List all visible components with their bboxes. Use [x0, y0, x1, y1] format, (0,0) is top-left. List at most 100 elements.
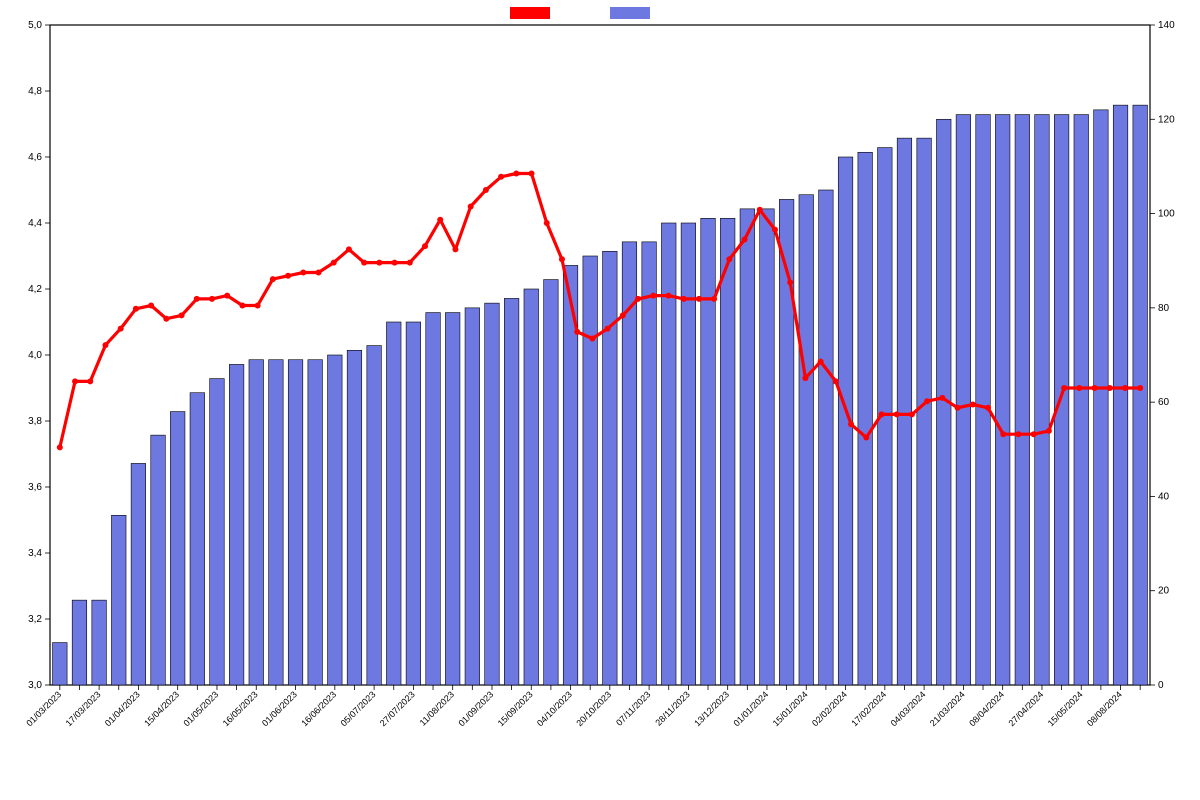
line-marker	[376, 260, 382, 266]
left-axis-tick-label: 3,0	[28, 680, 42, 691]
x-axis-tick-label: 01/05/2023	[181, 689, 220, 728]
x-axis-tick-label: 01/01/2024	[731, 689, 770, 728]
bar	[485, 303, 500, 685]
bar	[524, 289, 539, 685]
line-marker	[285, 273, 291, 279]
x-axis-tick-label: 27/04/2024	[1006, 689, 1045, 728]
bar	[465, 308, 480, 685]
left-axis-tick-label: 3,2	[28, 614, 42, 625]
right-axis-tick-label: 140	[1158, 20, 1175, 31]
line-marker	[1107, 385, 1113, 391]
bar	[995, 115, 1010, 685]
bar	[445, 313, 460, 685]
line-marker	[57, 444, 63, 450]
bar	[976, 115, 991, 685]
right-axis-tick-label: 20	[1158, 586, 1170, 597]
line-marker	[879, 411, 885, 417]
line-marker	[589, 336, 595, 342]
bar	[190, 393, 205, 685]
bar	[72, 600, 87, 685]
line-marker	[529, 171, 535, 177]
line-marker	[559, 256, 565, 262]
line-marker	[392, 260, 398, 266]
x-axis-tick-label: 13/12/2023	[692, 689, 731, 728]
line-marker	[574, 329, 580, 335]
line-marker	[1137, 385, 1143, 391]
line-marker	[498, 174, 504, 180]
legend-bar-swatch	[610, 7, 650, 19]
left-axis-tick-label: 4,8	[28, 86, 42, 97]
x-axis-tick-label: 01/03/2023	[24, 689, 63, 728]
line-marker	[407, 260, 413, 266]
bar	[308, 360, 323, 685]
line-marker	[1031, 431, 1037, 437]
left-axis-tick-label: 4,6	[28, 152, 42, 163]
line-marker	[909, 411, 915, 417]
bar	[229, 364, 244, 685]
line-marker	[331, 260, 337, 266]
x-axis-tick-label: 08/04/2024	[967, 689, 1006, 728]
line-marker	[848, 421, 854, 427]
bar	[681, 223, 696, 685]
line-marker	[148, 303, 154, 309]
bar	[858, 152, 873, 685]
line-marker	[179, 312, 185, 318]
line-marker	[118, 326, 124, 332]
line-marker	[224, 293, 230, 299]
bar	[504, 298, 519, 685]
bar	[386, 322, 401, 685]
left-axis-tick-label: 3,8	[28, 416, 42, 427]
line-marker	[209, 296, 215, 302]
bar	[701, 218, 716, 685]
line-marker	[650, 293, 656, 299]
x-axis-tick-label: 15/01/2024	[771, 689, 810, 728]
line-marker	[437, 217, 443, 223]
left-axis-tick-label: 3,6	[28, 482, 42, 493]
line-marker	[1122, 385, 1128, 391]
x-axis-tick-label: 11/08/2023	[418, 689, 456, 727]
x-axis-tick-label: 07/11/2023	[614, 689, 652, 727]
x-axis-tick-label: 20/10/2023	[574, 689, 613, 728]
x-axis-tick-label: 08/08/2024	[1085, 689, 1124, 728]
line-marker	[924, 398, 930, 404]
line-marker	[726, 256, 732, 262]
line-marker	[894, 411, 900, 417]
bar	[583, 256, 598, 685]
line-marker	[787, 279, 793, 285]
line-marker	[818, 359, 824, 365]
right-axis-tick-label: 80	[1158, 303, 1170, 314]
line-marker	[163, 316, 169, 322]
bar	[288, 360, 303, 685]
line-marker	[1092, 385, 1098, 391]
line-marker	[696, 296, 702, 302]
line-marker	[635, 296, 641, 302]
right-axis-tick-label: 40	[1158, 491, 1170, 502]
bar	[1133, 105, 1148, 685]
line-marker	[742, 237, 748, 243]
line-marker	[970, 402, 976, 408]
right-axis-tick-label: 100	[1158, 209, 1175, 220]
x-axis-tick-label: 16/06/2023	[299, 689, 338, 728]
line-marker	[72, 378, 78, 384]
line-marker	[194, 296, 200, 302]
x-axis-tick-label: 27/07/2023	[378, 689, 417, 728]
x-axis-tick-label: 15/05/2024	[1046, 689, 1085, 728]
right-axis-tick-label: 60	[1158, 397, 1170, 408]
line-marker	[255, 303, 261, 309]
line-marker	[939, 395, 945, 401]
bar	[328, 355, 343, 685]
line-marker	[863, 435, 869, 441]
bar	[603, 251, 618, 685]
line-marker	[300, 270, 306, 276]
x-axis-tick-label: 04/03/2024	[889, 689, 928, 728]
line-marker	[239, 303, 245, 309]
bar	[111, 515, 126, 685]
bar	[661, 223, 676, 685]
line-marker	[468, 204, 474, 210]
bar	[367, 346, 382, 685]
left-axis-tick-label: 4,2	[28, 284, 42, 295]
line-marker	[802, 375, 808, 381]
line-marker	[133, 306, 139, 312]
bar	[406, 322, 421, 685]
dual-axis-combo-chart: 3,03,23,43,63,84,04,24,44,64,85,00204060…	[0, 0, 1200, 800]
